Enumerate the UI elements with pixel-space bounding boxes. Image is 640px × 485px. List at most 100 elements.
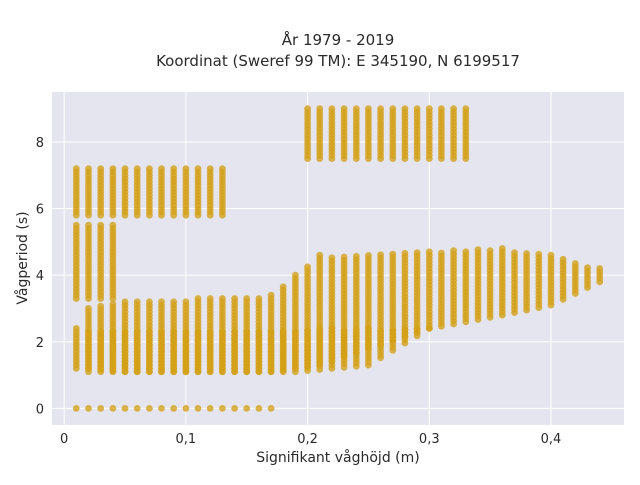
data-point	[486, 247, 494, 255]
x-axis-label: Signifikant våghöjd (m)	[256, 449, 419, 466]
y-tick-label: 2	[36, 336, 44, 351]
data-point	[146, 298, 153, 306]
data-point	[72, 165, 80, 173]
data-point	[85, 405, 92, 412]
data-point	[109, 405, 117, 412]
y-tick-label: 4	[36, 269, 44, 284]
data-point	[158, 165, 165, 173]
data-point	[243, 295, 251, 302]
x-tick-label: 0,1	[176, 432, 197, 447]
data-point	[571, 260, 579, 267]
x-tick-label: 0,4	[541, 432, 562, 447]
data-point	[316, 251, 324, 259]
data-point	[121, 298, 129, 306]
data-point	[97, 405, 105, 412]
y-tick-label: 6	[36, 203, 44, 218]
data-point	[547, 251, 555, 259]
y-axis-label: Vågperiod (s)	[14, 211, 31, 304]
data-point	[425, 248, 433, 256]
y-axis-ticks: 0 2 4 6 8	[36, 136, 44, 417]
data-point	[498, 245, 506, 252]
data-point	[206, 405, 214, 412]
data-point	[255, 405, 263, 412]
data-point	[352, 105, 360, 113]
data-point	[72, 325, 80, 332]
data-point	[72, 405, 80, 412]
data-point	[438, 249, 445, 257]
chart-title-line-1: År 1979 - 2019	[282, 30, 395, 49]
data-point	[596, 265, 604, 272]
data-point	[462, 105, 470, 113]
data-point	[377, 251, 384, 259]
data-point	[97, 221, 105, 229]
data-point	[85, 305, 92, 312]
data-point	[389, 105, 397, 113]
data-point	[328, 105, 336, 113]
data-point	[97, 165, 105, 173]
data-point	[377, 105, 384, 113]
data-point	[450, 105, 457, 113]
data-point	[194, 405, 202, 412]
data-point	[72, 221, 80, 229]
x-axis-ticks: 0 0,1 0,2 0,3 0,4	[60, 432, 561, 447]
data-point	[158, 405, 165, 412]
data-point	[523, 250, 530, 257]
data-point	[535, 250, 543, 258]
data-point	[182, 405, 190, 412]
data-point	[133, 298, 141, 306]
data-point	[206, 165, 214, 173]
data-point	[365, 252, 372, 259]
data-point	[219, 295, 226, 302]
data-point	[182, 165, 190, 173]
data-point	[133, 165, 141, 173]
data-point	[292, 271, 299, 279]
data-point	[109, 300, 117, 308]
data-point	[109, 221, 117, 229]
data-point	[146, 165, 153, 173]
data-point	[316, 105, 324, 113]
data-point	[170, 165, 178, 173]
data-point	[109, 165, 117, 173]
data-point	[121, 165, 129, 173]
data-point	[158, 298, 165, 306]
chart-title-line-2: Koordinat (Sweref 99 TM): E 345190, N 61…	[156, 52, 520, 70]
data-point	[279, 283, 287, 291]
data-point	[267, 405, 275, 412]
data-point	[231, 405, 239, 412]
x-tick-label: 0,2	[297, 432, 318, 447]
data-points	[72, 105, 604, 412]
data-point	[401, 105, 409, 113]
data-point	[146, 405, 153, 412]
data-point	[340, 105, 348, 113]
data-point	[474, 246, 482, 254]
data-point	[559, 255, 567, 263]
data-point	[121, 405, 129, 412]
data-point	[584, 264, 591, 272]
data-point	[97, 302, 105, 310]
data-point	[267, 291, 275, 299]
data-point	[85, 165, 92, 173]
data-point	[182, 298, 190, 306]
data-point	[304, 263, 311, 271]
data-point	[425, 105, 433, 113]
data-point	[413, 105, 421, 113]
x-tick-label: 0	[60, 432, 68, 447]
y-tick-label: 8	[36, 136, 44, 151]
data-point	[170, 405, 178, 412]
data-point	[194, 165, 202, 173]
data-point	[219, 405, 226, 412]
data-point	[328, 254, 336, 262]
data-point	[243, 405, 251, 412]
data-point	[450, 247, 457, 255]
data-point	[304, 105, 311, 113]
data-point	[231, 295, 239, 302]
data-point	[255, 295, 263, 302]
x-tick-label: 0,3	[419, 432, 440, 447]
data-point	[511, 249, 518, 257]
data-point	[85, 221, 92, 229]
data-point	[133, 405, 141, 412]
y-tick-label: 0	[36, 402, 44, 417]
data-point	[413, 249, 421, 256]
data-point	[170, 298, 178, 306]
